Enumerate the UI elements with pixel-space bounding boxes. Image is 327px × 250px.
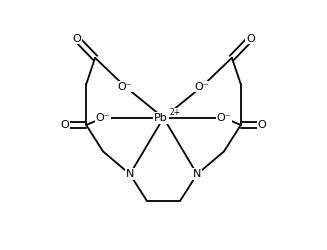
Text: N: N <box>193 169 201 179</box>
Text: O: O <box>258 120 266 130</box>
Text: O: O <box>61 120 69 130</box>
Text: O⁻: O⁻ <box>217 113 231 123</box>
Text: O⁻: O⁻ <box>118 82 132 92</box>
Text: O: O <box>72 34 81 43</box>
Text: O⁻: O⁻ <box>195 82 209 92</box>
Text: O: O <box>246 34 255 43</box>
Text: N: N <box>126 169 134 179</box>
Text: 2+: 2+ <box>169 108 181 117</box>
Text: O⁻: O⁻ <box>96 113 110 123</box>
Text: Pb: Pb <box>154 113 168 123</box>
